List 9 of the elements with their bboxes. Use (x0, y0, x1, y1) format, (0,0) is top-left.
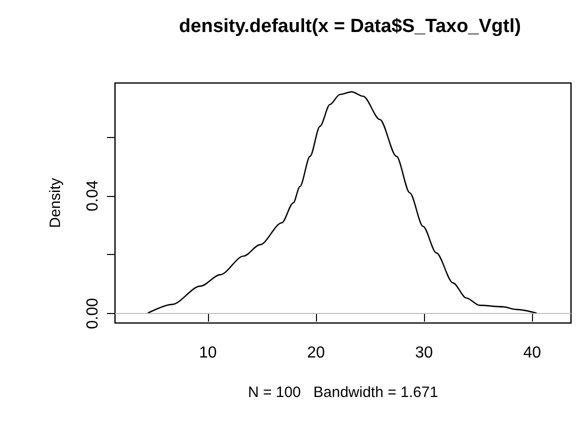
chart-title: density.default(x = Data$S_Taxo_Vgtl) (179, 16, 521, 37)
x-tick-label: 40 (523, 344, 542, 362)
x-tick-label: 10 (199, 344, 217, 362)
y-tick-label: 0.00 (84, 298, 102, 330)
x-tick-label: 20 (307, 344, 325, 362)
x-tick-label: 30 (415, 344, 434, 362)
y-axis-title: Density (47, 178, 64, 228)
y-tick-label: 0.04 (84, 180, 102, 212)
x-axis-title: N = 100 Bandwidth = 1.671 (248, 384, 438, 401)
